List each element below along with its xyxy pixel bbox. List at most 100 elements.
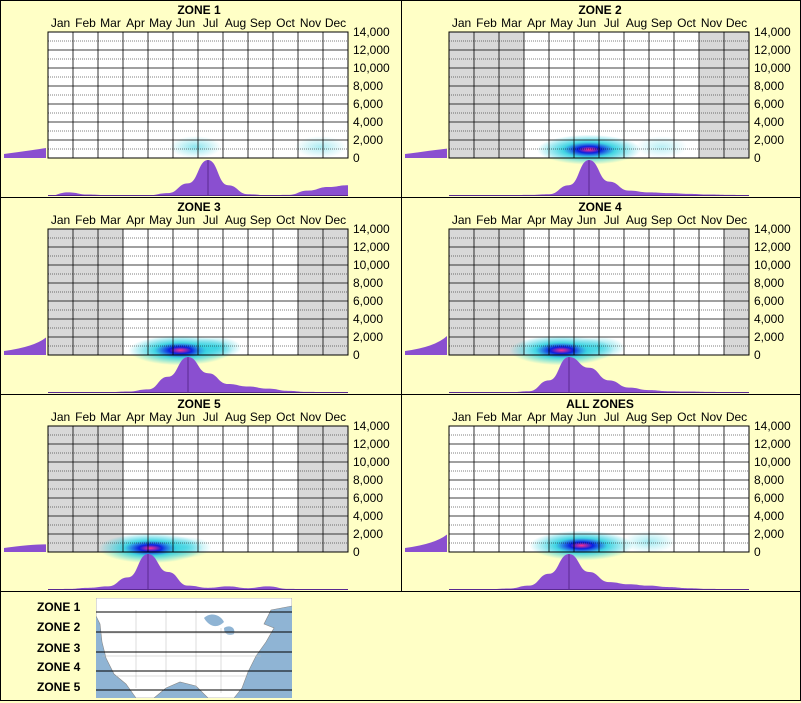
elevation-tick-label: 2,000 <box>353 133 383 147</box>
month-label: May <box>149 410 172 424</box>
month-label: Feb <box>476 410 497 424</box>
zone-panel-2: ZONE 2 Jan Feb Mar Apr May Jun Jul Aug Sep Oct Nov D… <box>402 1 801 198</box>
month-label: Jul <box>203 213 218 227</box>
month-label: Mar <box>100 16 121 30</box>
elevation-tick-label: 2,000 <box>754 133 784 147</box>
chart-title: ZONE 4 <box>578 200 622 214</box>
plot-border <box>448 31 750 159</box>
month-label: Nov <box>701 16 722 30</box>
month-label: Aug <box>626 213 647 227</box>
inactive-month-shade <box>73 426 98 552</box>
month-distribution <box>48 160 348 196</box>
zone-legend: ZONE 1 ZONE 2 ZONE 3 ZONE 4 ZONE 5 <box>1 591 801 703</box>
month-label: Sep <box>651 213 673 227</box>
zone-legend-label-1: ZONE 1 <box>37 600 81 614</box>
zone-panel-3: ZONE 3 Jan Feb Mar Apr May Jun Jul Aug Sep Oct Nov D… <box>1 198 402 395</box>
zone-legend-label-4: ZONE 4 <box>37 660 81 674</box>
month-label: Nov <box>300 213 321 227</box>
elevation-tick-label: 14,000 <box>353 419 390 433</box>
month-label: Feb <box>476 213 497 227</box>
elevation-tick-label: 10,000 <box>754 258 791 272</box>
elevation-tick-label: 8,000 <box>754 79 784 93</box>
month-label: Jul <box>203 410 218 424</box>
elevation-tick-label: 10,000 <box>754 61 791 75</box>
elevation-tick-label: 4,000 <box>754 312 784 326</box>
density-hotspot <box>169 136 222 158</box>
month-label: May <box>550 410 573 424</box>
month-label: Apr <box>527 410 546 424</box>
month-label: Sep <box>250 410 272 424</box>
elevation-tick-label: 12,000 <box>754 240 791 254</box>
elevation-tick-label: 6,000 <box>754 294 784 308</box>
density-hotspot <box>159 536 212 559</box>
month-label: Jan <box>51 213 70 227</box>
month-label: Dec <box>726 410 747 424</box>
month-label: Jun <box>577 410 596 424</box>
month-label: Sep <box>651 16 673 30</box>
plot-border <box>47 31 349 159</box>
month-label: May <box>550 16 573 30</box>
elevation-tick-label: 2,000 <box>353 527 383 541</box>
month-label: Nov <box>701 213 722 227</box>
plot-border <box>47 425 349 553</box>
chart-title: ZONE 5 <box>177 397 221 411</box>
zone-legend-label-3: ZONE 3 <box>37 641 81 655</box>
elevation-tick-label: 0 <box>754 348 761 362</box>
elevation-tick-label: 8,000 <box>754 473 784 487</box>
elevation-distribution <box>4 544 46 552</box>
elevation-distribution <box>405 148 447 158</box>
month-label: Aug <box>626 16 647 30</box>
heatmap-chart: ZONE 2 Jan Feb Mar Apr May Jun Jul Aug Sep Oct Nov D… <box>405 3 791 196</box>
heatmap-chart: ZONE 4 Jan Feb Mar Apr May Jun Jul Aug Sep Oct Nov D… <box>405 200 791 393</box>
heatmap-chart: ZONE 3 Jan Feb Mar Apr May Jun Jul Aug Sep Oct Nov D… <box>4 200 390 393</box>
month-label: Aug <box>225 213 246 227</box>
month-label: Oct <box>677 213 696 227</box>
month-label: Dec <box>325 213 346 227</box>
chart-title: ZONE 1 <box>177 3 221 17</box>
month-label: Dec <box>325 16 346 30</box>
month-label: May <box>550 213 573 227</box>
elevation-distribution <box>405 336 447 355</box>
month-label: Jun <box>176 213 195 227</box>
elevation-tick-label: 4,000 <box>754 115 784 129</box>
zone-legend-label-5: ZONE 5 <box>37 680 81 694</box>
zone-panel-all: ALL ZONES Jan Feb Mar Apr May Jun Jul Aug Sep Oct N… <box>402 395 801 591</box>
month-label: Jan <box>452 410 471 424</box>
elevation-tick-label: 8,000 <box>754 276 784 290</box>
elevation-tick-label: 12,000 <box>754 43 791 57</box>
month-label: Nov <box>701 410 722 424</box>
month-label: Oct <box>677 16 696 30</box>
map-land <box>96 598 292 698</box>
month-label: Nov <box>300 16 321 30</box>
elevation-tick-label: 14,000 <box>353 25 390 39</box>
zone-panel-1: ZONE 1 Jan Feb Mar Apr May Jun Jul Aug Sep Oct Nov D… <box>1 1 402 198</box>
heatmap-chart: ALL ZONES Jan Feb Mar Apr May Jun Jul Aug Sep Oct N… <box>405 397 791 590</box>
elevation-tick-label: 0 <box>353 545 360 559</box>
month-label: Jan <box>452 213 471 227</box>
month-distribution <box>48 554 348 590</box>
month-label: Feb <box>75 16 96 30</box>
month-label: Dec <box>726 16 747 30</box>
plot-border <box>448 425 750 553</box>
month-label: Apr <box>527 213 546 227</box>
elevation-tick-label: 6,000 <box>353 491 383 505</box>
chart-title: ZONE 2 <box>578 3 622 17</box>
zone-panel-5: ZONE 5 Jan Feb Mar Apr May Jun Jul Aug Sep Oct Nov D… <box>1 395 402 591</box>
map-state-borders <box>100 610 271 693</box>
inactive-month-shade <box>323 229 348 355</box>
month-label: Feb <box>476 16 497 30</box>
month-label: Feb <box>75 213 96 227</box>
month-label: May <box>149 213 172 227</box>
density-hotspot <box>294 136 347 158</box>
inactive-month-shade <box>474 32 499 158</box>
month-label: Jul <box>604 410 619 424</box>
month-label: Apr <box>126 410 145 424</box>
elevation-tick-label: 4,000 <box>353 509 383 523</box>
plot-border <box>47 228 349 356</box>
heatmap-chart: ZONE 5 Jan Feb Mar Apr May Jun Jul Aug Sep Oct Nov D… <box>4 397 390 590</box>
inactive-month-shade <box>724 229 749 355</box>
month-label: Dec <box>325 410 346 424</box>
month-label: Nov <box>300 410 321 424</box>
elevation-tick-label: 10,000 <box>353 455 390 469</box>
